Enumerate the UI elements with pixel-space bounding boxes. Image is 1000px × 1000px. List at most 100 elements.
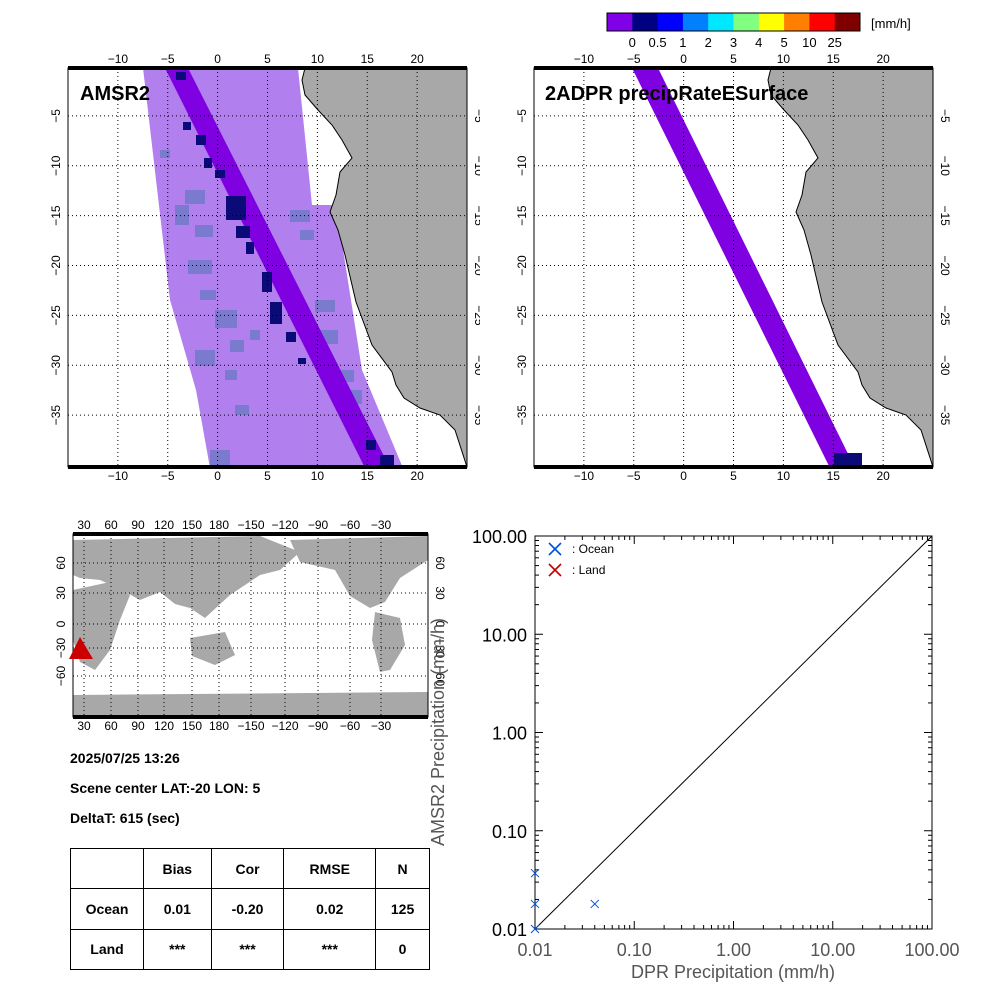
lon-tick-label: 10 [311,469,325,483]
one-to-one-line [534,535,933,930]
y-tick-label: 0.10 [492,822,527,842]
lon-tick-label: 120 [154,719,174,733]
lat-tick-label: −5 [938,109,952,123]
south-america [372,612,405,672]
lon-tick-label: 120 [154,518,174,532]
lon-tick-label: −5 [627,52,641,66]
colorbar-label: 0.5 [649,35,667,50]
lat-tick-label: −35 [49,405,63,426]
lon-tick-label: −10 [108,469,129,483]
lat-tick-label: −20 [49,255,63,276]
lon-tick-label: −60 [340,719,361,733]
stats-cell: *** [210,928,285,971]
lon-tick-label: 150 [182,719,202,733]
y-tick-label: 100.00 [472,527,527,547]
lat-tick-label: −20 [938,255,952,276]
colorbar-label: 5 [780,35,787,50]
colorbar-label: 4 [755,35,762,50]
stats-header-cell: N [375,847,430,890]
lat-tick-label: −30 [49,355,63,376]
colorbar-cell [632,13,659,31]
lat-tick-label: −15 [938,205,952,226]
legend-marker-land [548,563,562,577]
amsr2-map-title: AMSR2 [80,83,150,105]
scatter-point-ocean [530,868,540,878]
lon-tick-label: −30 [371,518,392,532]
lon-tick-label: −150 [237,719,264,733]
dpr-rain-pixel [834,453,862,467]
colorbar-cell [657,13,684,31]
lon-tick-label: 30 [77,518,91,532]
lat-tick-label: −30 [472,355,480,376]
stats-cell: Land [70,928,144,971]
legend-label: : Land [572,563,605,577]
lon-tick-label: −5 [627,469,641,483]
lon-tick-label: −10 [574,469,595,483]
lat-tick-label: −20 [472,255,480,276]
eurasia [73,536,300,618]
lon-tick-label: 180 [209,518,229,532]
stats-header-row: Bias Cor RMSE N [70,847,430,890]
x-tick-label: 0.01 [517,940,552,960]
stats-cell: -0.20 [210,888,285,930]
africa [73,582,130,670]
x-tick-label: 1.00 [716,940,751,960]
lat-tick-label: 30 [433,586,447,600]
lon-tick-label: 60 [104,518,118,532]
australia [190,632,235,665]
stats-row-ocean: Ocean 0.01 -0.20 0.02 125 [70,888,430,930]
lon-tick-label: −30 [371,719,392,733]
lon-tick-label: 0 [214,469,221,483]
colorbar-label: 25 [827,35,841,50]
stats-table: Bias Cor RMSE N Ocean 0.01 -0.20 0.02 12… [70,847,430,971]
y-tick-label: 10.00 [482,625,527,645]
colorbar-label: 3 [730,35,737,50]
world-map: 30 30 60 60 90 90 120 120 150 150 180 180 −150 −150 −1… [54,518,447,733]
lat-tick-label: −35 [472,405,480,426]
scene-location-marker [69,637,93,659]
lon-tick-label: −5 [161,52,175,66]
stats-cell: 125 [375,888,430,930]
lat-tick-label: −25 [515,305,529,326]
lat-tick-label: −60 [54,665,68,686]
lat-tick-label: −30 [515,355,529,376]
colorbar-unit: [mm/h] [871,16,911,31]
lon-tick-label: −5 [161,469,175,483]
lat-tick-label: −10 [472,156,480,177]
lat-tick-label: −30 [938,355,952,376]
x-tick-label: 100.00 [904,940,959,960]
lon-tick-label: 15 [827,52,841,66]
stats-header-cell: Cor [210,847,285,890]
lon-tick-label: −90 [308,719,329,733]
lat-tick-label: −5 [472,109,480,123]
x-tick-label: 0.10 [617,940,652,960]
scatter-point-ocean [590,899,600,909]
lon-tick-label: 15 [361,52,375,66]
colorbar-cell [784,13,810,31]
lat-tick-label: −15 [49,205,63,226]
datetime: 2025/07/25 13:26 [70,750,180,766]
amsr2-map: −10 −10 −5 −5 0 0 5 5 10 10 15 15 20 20 −5 −5 −10 −10 −15 −… [49,52,480,483]
lon-tick-label: −120 [271,719,298,733]
stats-cell: *** [143,928,212,971]
colorbar-cell [607,13,633,31]
lon-tick-label: 20 [410,469,424,483]
africa-land [301,68,467,467]
lat-tick-label: −30 [433,638,447,659]
lon-tick-label: 20 [876,52,890,66]
lat-tick-label: −5 [515,109,529,123]
lat-tick-label: −35 [938,405,952,426]
lon-tick-label: 10 [311,52,325,66]
colorbar-label: 1 [679,35,686,50]
rain-heavy-pixels [176,72,394,467]
lat-tick-label: −20 [515,255,529,276]
lon-tick-label: −60 [340,518,361,532]
lat-tick-label: −5 [49,109,63,123]
lon-tick-label: 90 [131,518,145,532]
lon-tick-label: 5 [264,52,271,66]
lon-tick-label: 90 [131,719,145,733]
colorbar-cell [834,13,861,31]
lon-tick-label: 180 [209,719,229,733]
colorbar-label: 10 [802,35,816,50]
y-axis-label: AMSR2 Precipitation (mm/h) [428,618,448,846]
